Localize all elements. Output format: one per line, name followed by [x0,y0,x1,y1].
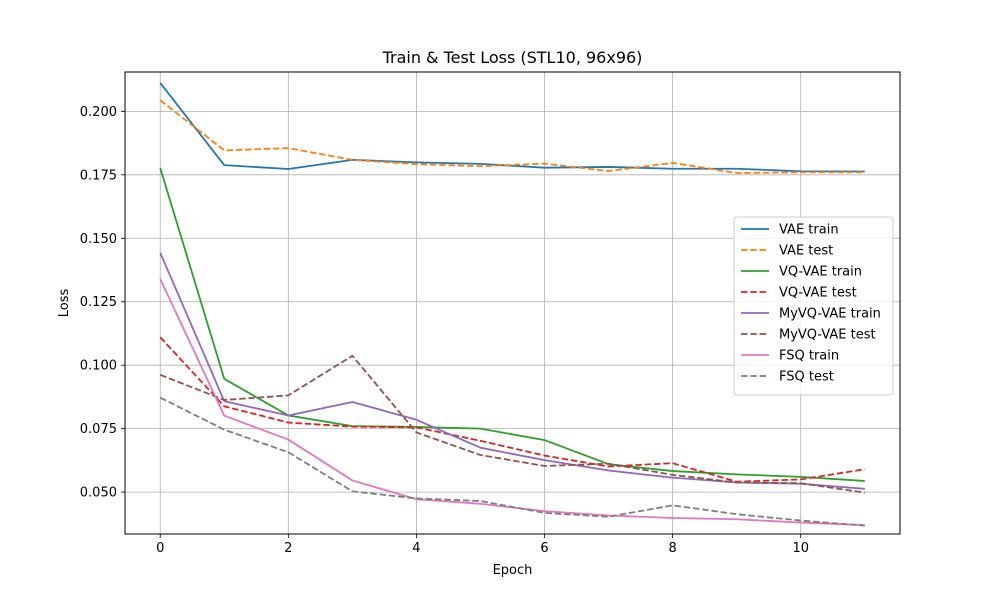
y-tick-label: 0.200 [80,105,117,120]
y-tick-label: 0.150 [80,232,117,247]
y-tick-label: 0.050 [80,486,117,501]
x-tick-label: 8 [668,541,676,556]
x-tick-label: 6 [540,541,548,556]
legend-box [733,216,894,396]
plot-area-frame [124,71,901,535]
x-tick-label: 2 [284,541,292,556]
legend-label: FSQ train [779,349,839,364]
legend-label: MyVQ-VAE train [779,307,881,322]
y-tick-label: 0.175 [80,168,117,183]
x-tick-label: 0 [156,541,164,556]
series-line-myvq-vae-test [159,354,865,494]
y-tick-label: 0.075 [80,422,117,437]
axis-ticks: 0 2 4 6 8 10 0.050 0.075 0.100 0.125 0.150 0.175 0.2… [80,105,809,556]
x-tick-label: 10 [792,541,809,556]
x-tick-label: 4 [412,541,420,556]
series-line-vae-train [159,82,865,173]
legend-label: VAE train [779,223,839,238]
x-axis-label: Epoch [493,563,533,578]
chart-title: Train & Test Loss (STL10, 96x96) [382,48,643,67]
y-tick-label: 0.100 [80,359,117,374]
y-axis-label: Loss [57,289,72,318]
series-line-vae-test [159,99,865,174]
legend-label: VQ-VAE test [779,286,857,301]
legend-label: VAE test [779,244,833,259]
legend-label: FSQ test [779,370,834,385]
series-lines [159,82,865,527]
legend-label: MyVQ-VAE test [779,328,876,343]
series-line-vq-vae-train [159,167,865,482]
legend-label: VQ-VAE train [779,265,862,280]
series-line-vq-vae-test [159,336,865,483]
series-line-fsq-test [159,396,865,527]
y-tick-label: 0.125 [80,295,117,310]
legend: VAE train VAE test VQ-VAE train VQ-VAE test… [733,216,894,396]
